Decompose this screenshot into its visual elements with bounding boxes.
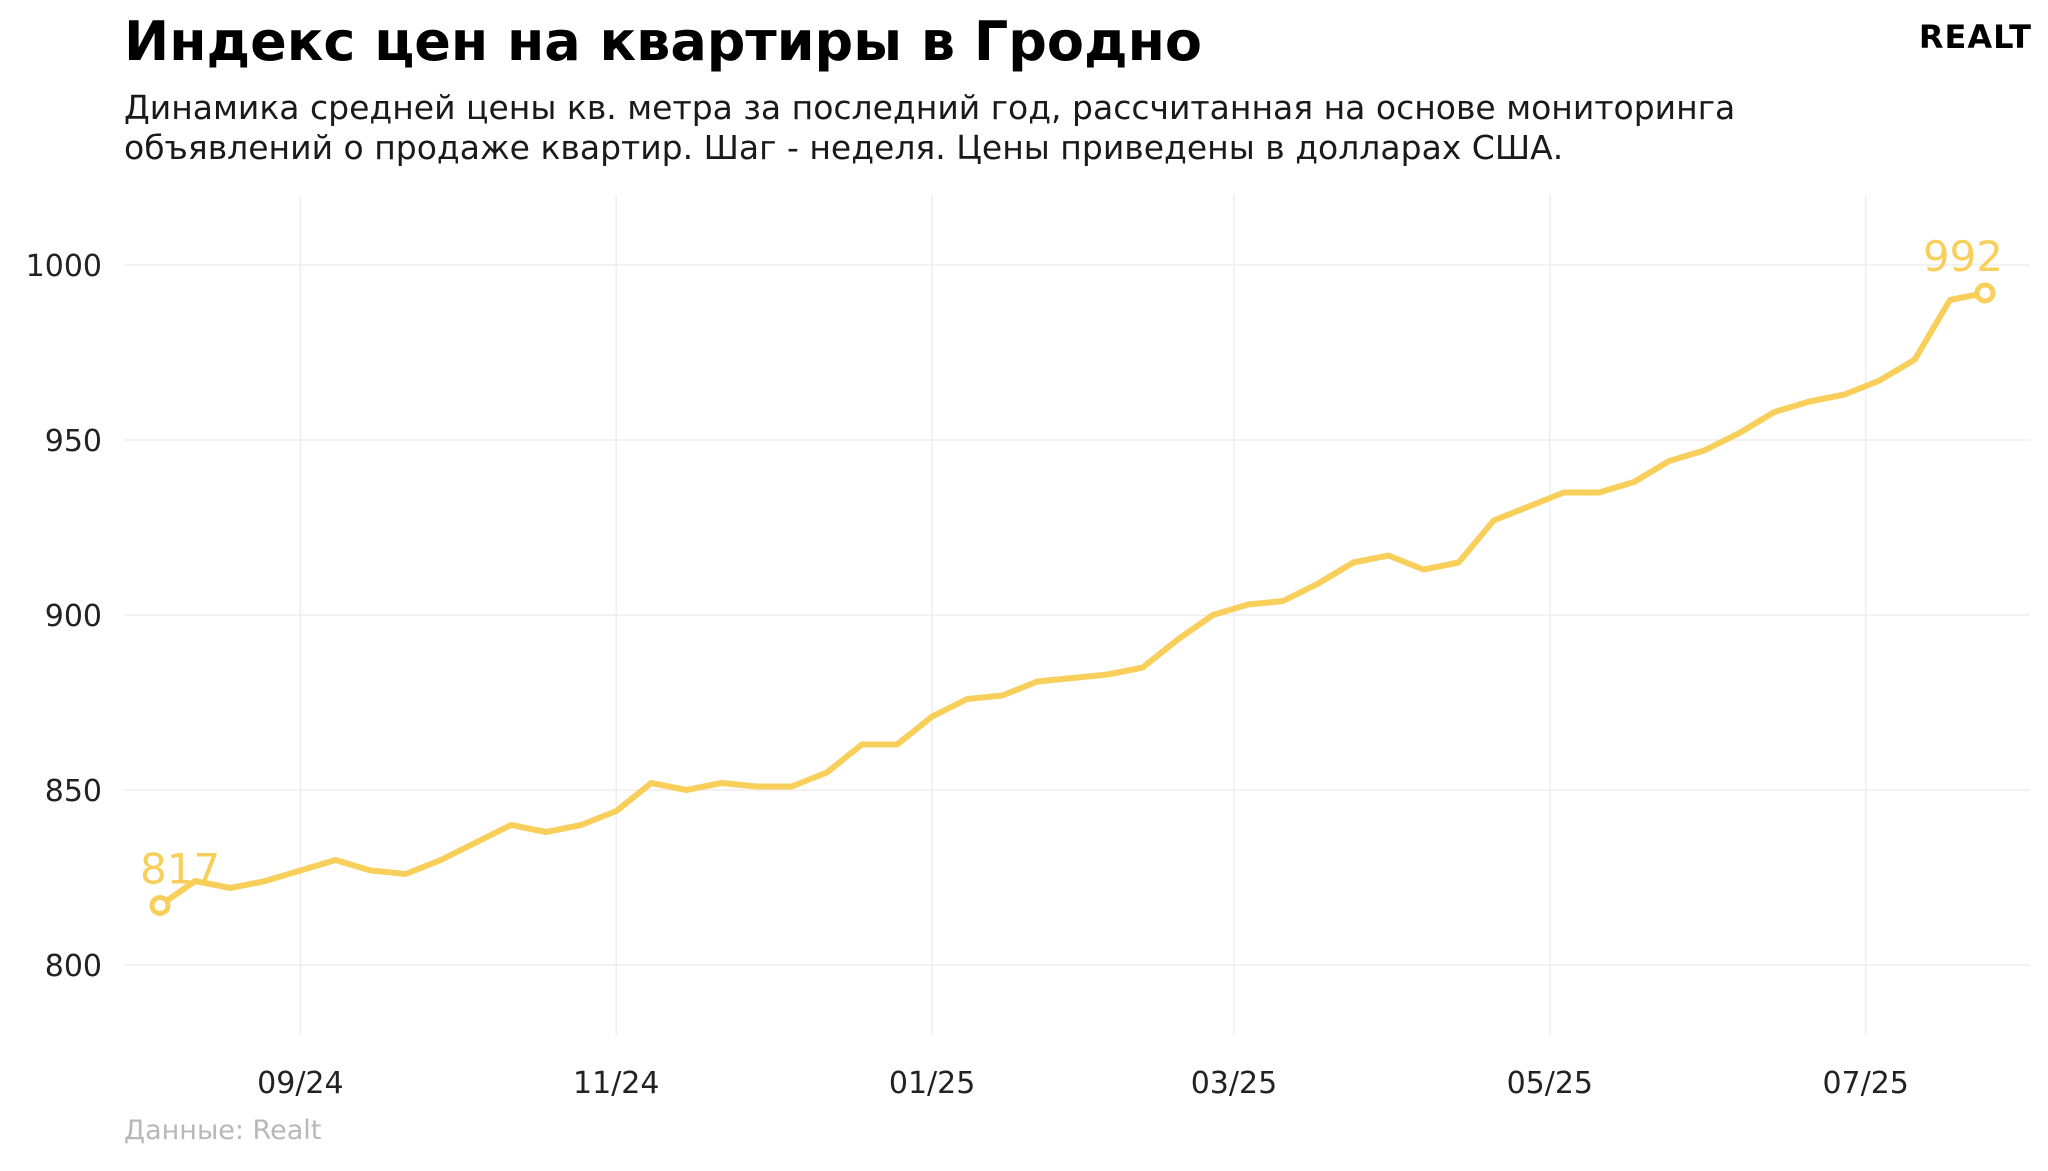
y-tick-label: 850 bbox=[45, 774, 102, 809]
last-point-marker bbox=[1974, 282, 1996, 304]
x-tick-label: 01/25 bbox=[889, 1066, 975, 1101]
realt-logo: REALT bbox=[1918, 18, 2032, 56]
x-tick-label: 11/24 bbox=[573, 1066, 659, 1101]
last-value-label: 992 bbox=[1923, 232, 2003, 281]
data-source: Данные: Realt bbox=[124, 1115, 322, 1146]
x-tick-label: 03/25 bbox=[1191, 1066, 1277, 1101]
first-value-label: 817 bbox=[140, 845, 220, 894]
x-tick-label: 05/25 bbox=[1507, 1066, 1593, 1101]
first-point-marker bbox=[149, 895, 171, 916]
price-index-line bbox=[157, 290, 1988, 909]
y-tick-label: 900 bbox=[45, 599, 102, 634]
y-tick-label: 1000 bbox=[26, 249, 102, 284]
chart-subtitle: Динамика средней цены кв. метра за после… bbox=[124, 88, 1736, 167]
chart-title: Индекс цен на квартиры в Гродно bbox=[124, 10, 1202, 73]
x-tick-label: 07/25 bbox=[1822, 1066, 1908, 1101]
y-tick-label: 950 bbox=[45, 424, 102, 459]
x-tick-label: 09/24 bbox=[257, 1066, 343, 1101]
y-tick-label: 800 bbox=[45, 949, 102, 984]
